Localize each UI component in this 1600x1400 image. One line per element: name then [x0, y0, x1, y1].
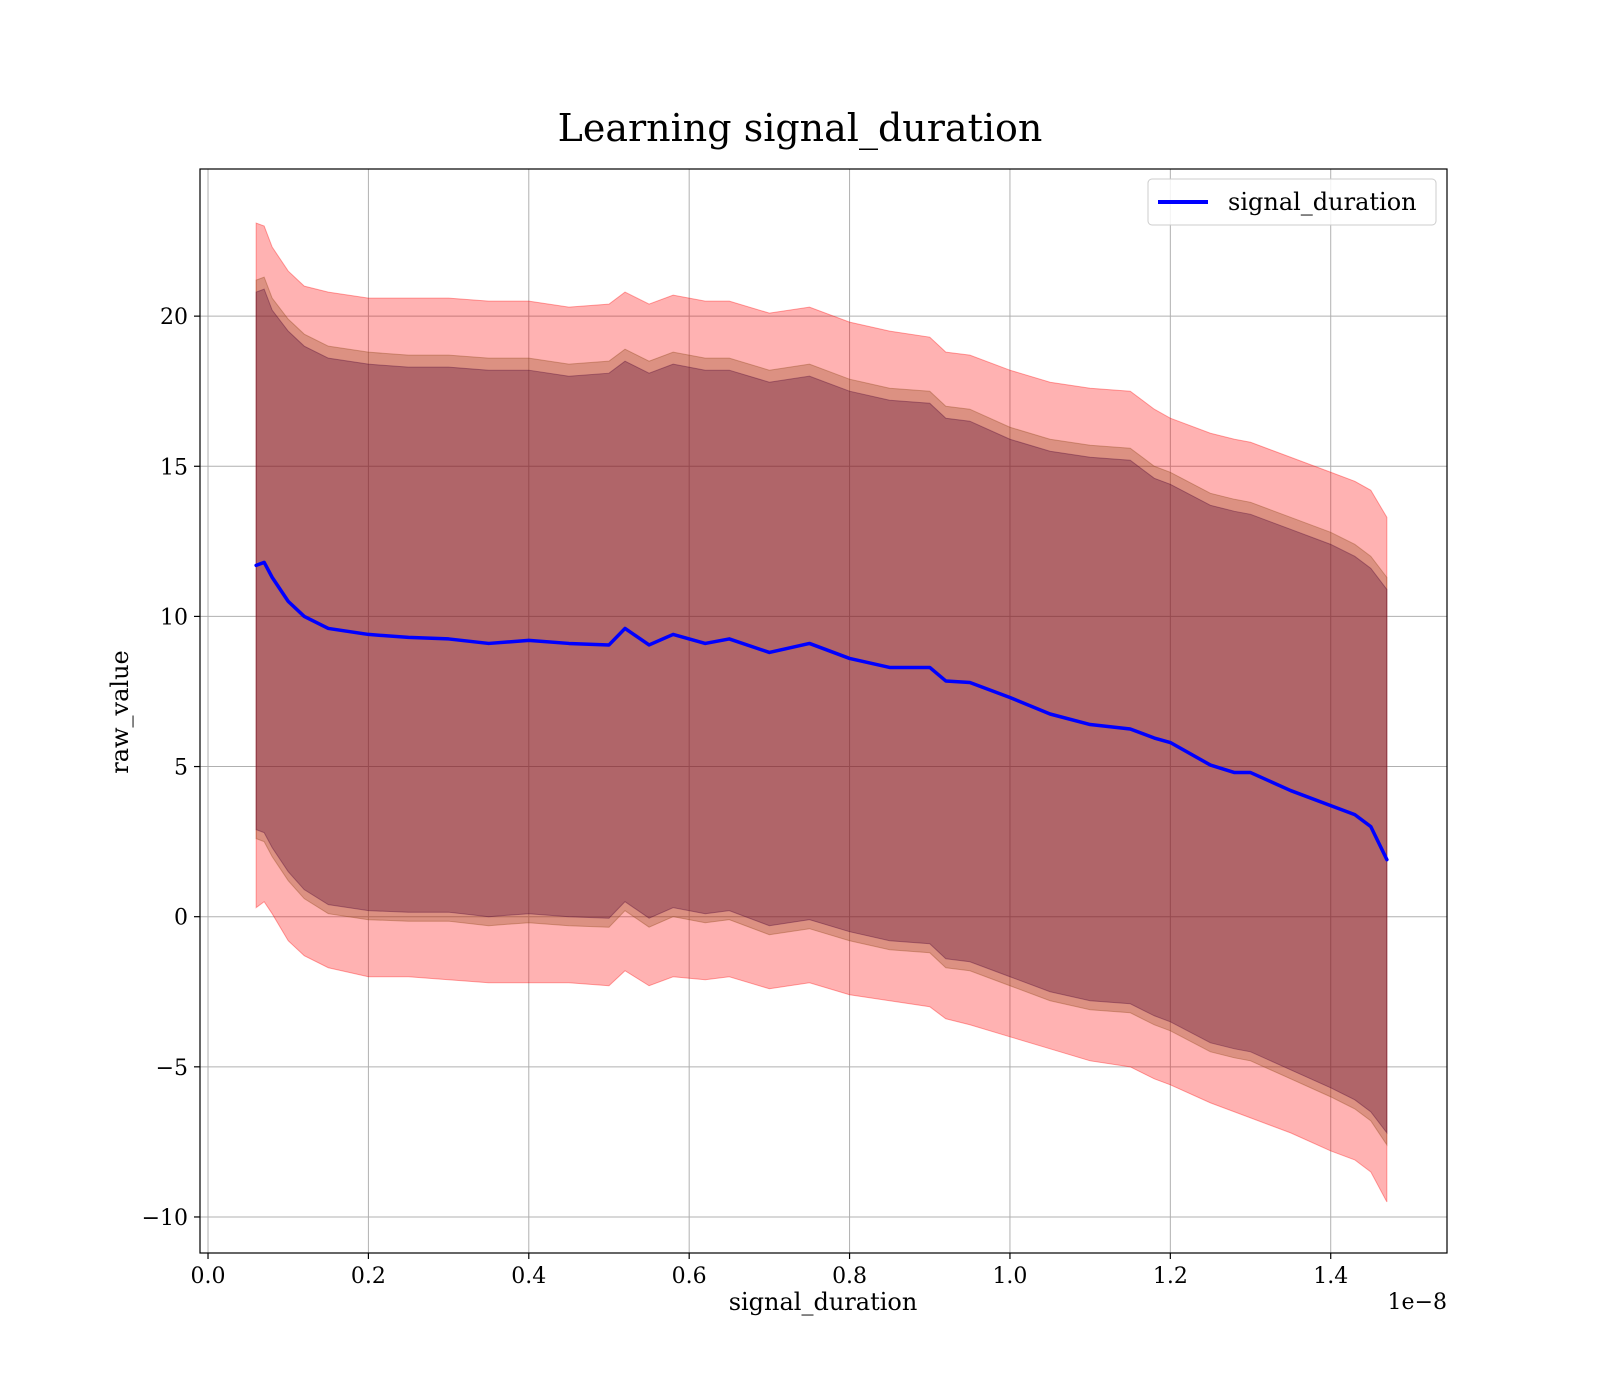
y-tick-label: 20: [160, 305, 188, 330]
x-tick-label: 1.4: [1313, 1264, 1348, 1289]
grid: [200, 169, 1447, 1253]
y-tick-label: −10: [142, 1206, 188, 1231]
x-tick-label: 0.2: [351, 1264, 386, 1289]
x-tick-label: 0.8: [832, 1264, 867, 1289]
x-axis-label: signal_duration: [729, 1288, 918, 1316]
x-axis-offset-text: 1e−8: [1388, 1290, 1447, 1315]
y-tick-label: 10: [160, 605, 188, 630]
y-tick-label: 0: [174, 906, 188, 931]
x-tick-label: 0.4: [511, 1264, 546, 1289]
plot-frame: [199, 168, 1448, 1254]
y-axis-label: raw_value: [106, 650, 134, 774]
y-tick-label: 15: [160, 455, 188, 480]
y-ticks: −10 −5 0 5 10 15 20: [142, 305, 200, 1231]
x-tick-label: 0.0: [191, 1264, 226, 1289]
legend-label: signal_duration: [1228, 188, 1417, 216]
series-group: [254, 560, 1389, 862]
band-middle: [255, 276, 1388, 1147]
y-tick-label: 5: [174, 756, 188, 781]
legend: signal_duration: [1147, 178, 1437, 226]
x-tick-label: 1.0: [992, 1264, 1027, 1289]
series-line: [254, 560, 1389, 862]
x-ticks: 0.0 0.2 0.4 0.6 0.8 1.0 1.2 1.4: [191, 1253, 1348, 1289]
chart-title: Learning signal_duration: [558, 106, 1043, 151]
x-tick-label: 0.6: [672, 1264, 707, 1289]
x-tick-label: 1.2: [1153, 1264, 1188, 1289]
band-outer: [255, 222, 1388, 1203]
y-tick-label: −5: [156, 1056, 188, 1081]
band-inner: [255, 288, 1388, 1135]
legend-box: [1147, 178, 1437, 226]
bands: [255, 222, 1388, 1203]
